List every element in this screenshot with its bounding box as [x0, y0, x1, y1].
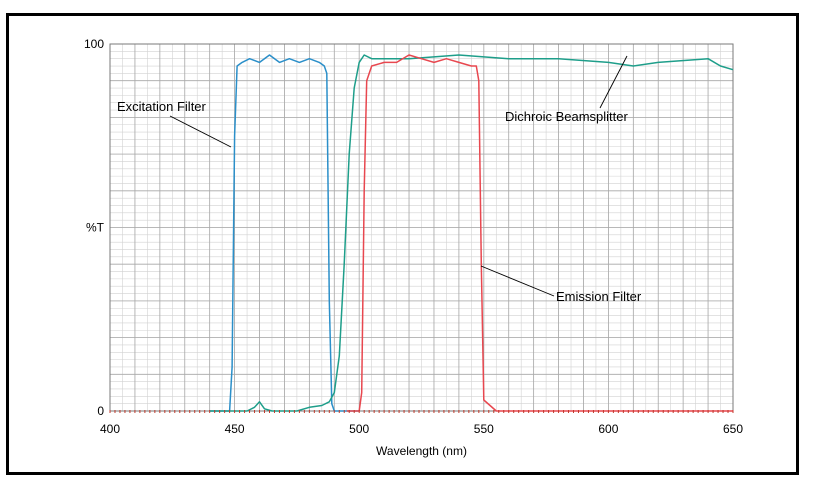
- series-line-dichroic-beamsplitter: [209, 54, 734, 412]
- annotation-label: Excitation Filter: [117, 99, 207, 114]
- x-axis-label: Wavelength (nm): [376, 444, 467, 458]
- series-layer: [209, 54, 734, 412]
- plot-border: [109, 43, 734, 412]
- annotation-leader-line: [480, 265, 555, 297]
- y-tick-label: 100: [84, 37, 104, 51]
- annotations: Excitation Filter Dichroic Beamsplitter Em…: [117, 55, 642, 304]
- x-tick-labels: 400 450 500 550 600 650: [100, 422, 743, 436]
- x-tick-label: 600: [598, 422, 618, 436]
- x-tick-label: 650: [723, 422, 743, 436]
- annotation-label: Dichroic Beamsplitter: [505, 109, 628, 124]
- y-tick-labels: 0 100: [84, 37, 104, 418]
- zero-markers: [109, 410, 734, 413]
- y-axis-label: %T: [86, 221, 105, 235]
- x-tick-label: 450: [225, 422, 245, 436]
- series-line-excitation-filter: [209, 54, 360, 412]
- annotation-leader-line: [599, 55, 628, 109]
- annotation-leader-line: [169, 115, 232, 148]
- annotation-label: Emission Filter: [556, 289, 642, 304]
- x-tick-label: 400: [100, 422, 120, 436]
- chart-frame: [6, 13, 799, 475]
- series-line-emission-filter: [346, 54, 733, 412]
- x-tick-label: 500: [349, 422, 369, 436]
- x-tick-label: 550: [474, 422, 494, 436]
- y-tick-label: 0: [97, 404, 104, 418]
